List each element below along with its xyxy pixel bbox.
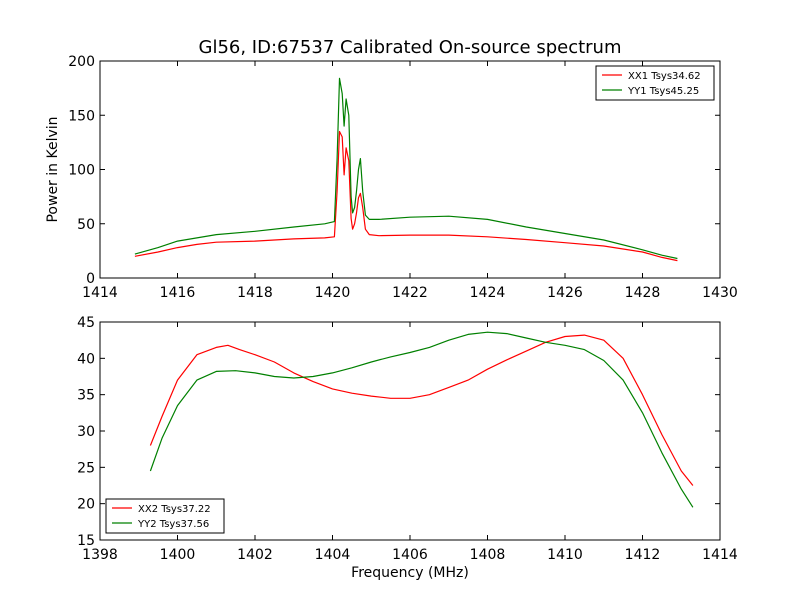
x-tick-label: 1420 (315, 285, 351, 301)
series-line-1-panel-1 (134, 130, 678, 262)
x-tick-label: 1416 (160, 285, 196, 301)
x-tick-label: 1426 (547, 285, 583, 301)
legend-label-1: XX1 Tsys34.62 (628, 71, 701, 82)
y-tick-label: 25 (77, 460, 95, 476)
legend-label-2: YY1 Tsys45.25 (627, 86, 699, 97)
x-tick-label: 1412 (625, 547, 661, 563)
x-tick-label: 1406 (392, 547, 428, 563)
x-tick-label: 1404 (315, 547, 351, 563)
legend-box-panel-1 (595, 65, 715, 101)
x-tick-label: 1410 (547, 547, 583, 563)
top-panel: 1414 1416 1418 1420 1422 1424 1426 1428 1430 0 50 1… (45, 54, 738, 301)
y-tick-label: 30 (77, 424, 95, 440)
bottom-panel: 1398 1400 1402 1404 1406 1408 1410 1412 1414 15 20… (77, 315, 738, 581)
legend-box-panel-2 (105, 498, 225, 534)
chart-title: Gl56, ID:67537 Calibrated On-source spec… (199, 37, 622, 58)
y-tick-label: 40 (77, 351, 95, 367)
y-tick-label: 100 (68, 163, 95, 179)
series-line-1-panel-2 (149, 334, 694, 486)
series-line-2-panel-1 (134, 77, 678, 260)
x-tick-label: 1430 (702, 285, 738, 301)
x-tick-label: 1428 (625, 285, 661, 301)
legend-label-2: YY2 Tsys37.56 (137, 519, 209, 530)
x-tick-label: 1408 (470, 547, 506, 563)
y-tick-label: 45 (77, 315, 95, 331)
y-tick-label: 15 (77, 533, 95, 549)
x-tick-label: 1414 (82, 285, 118, 301)
y-tick-label: 200 (68, 54, 95, 70)
y-tick-label: 35 (77, 388, 95, 404)
y-tick-label: 150 (68, 108, 95, 124)
x-tick-label: 1414 (702, 547, 738, 563)
x-tick-label: 1402 (237, 547, 273, 563)
x-tick-label: 1424 (470, 285, 506, 301)
y-tick-label: 50 (77, 217, 95, 233)
y-tick-label: 20 (77, 497, 95, 513)
x-tick-label: 1400 (160, 547, 196, 563)
y-axis-label: Power in Kelvin (45, 116, 61, 222)
x-tick-label: 1422 (392, 285, 428, 301)
x-axis-label: Frequency (MHz) (351, 565, 469, 581)
series-line-2-panel-2 (149, 331, 694, 508)
y-tick-label: 0 (86, 271, 95, 287)
legend-label-1: XX2 Tsys37.22 (138, 504, 211, 515)
x-tick-label: 1418 (237, 285, 273, 301)
x-tick-label: 1398 (82, 547, 118, 563)
